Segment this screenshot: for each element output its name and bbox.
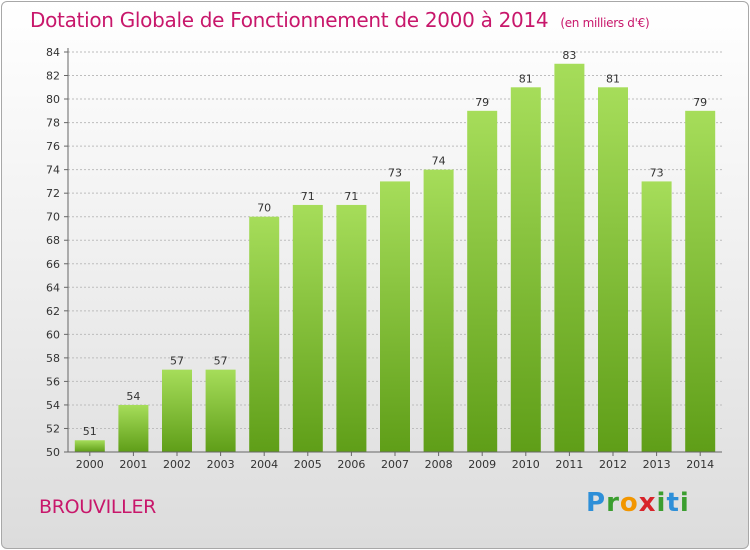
bar <box>118 404 149 452</box>
bar-value-label: 54 <box>126 390 140 403</box>
y-tick-label: 50 <box>46 446 60 459</box>
bar <box>554 63 585 452</box>
x-tick-label: 2005 <box>294 458 322 471</box>
bar <box>336 204 367 452</box>
bar <box>162 369 192 452</box>
x-tick-label: 2012 <box>599 458 627 471</box>
x-tick-label: 2008 <box>425 458 453 471</box>
bar-value-label: 73 <box>388 166 402 179</box>
y-tick-label: 60 <box>46 328 60 341</box>
bar-value-label: 74 <box>432 155 446 168</box>
y-tick-label: 56 <box>46 375 60 388</box>
x-tick-label: 2000 <box>76 458 104 471</box>
bar <box>292 204 323 452</box>
y-tick-label: 62 <box>46 305 60 318</box>
bar <box>380 181 410 453</box>
x-tick-label: 2010 <box>512 458 540 471</box>
bar <box>598 87 628 452</box>
bar <box>74 440 105 452</box>
y-axis: 50 52 54 56 58 60 62 64 66 68 70 72 74 76 78 80 82 84 <box>46 46 69 459</box>
chart-title-text: Dotation Globale de Fonctionnement de 20… <box>30 8 549 32</box>
bar <box>249 216 280 452</box>
chart-title: Dotation Globale de Fonctionnement de 20… <box>30 8 650 32</box>
y-tick-label: 70 <box>46 211 60 224</box>
y-tick-label: 68 <box>46 234 60 247</box>
y-tick-label: 52 <box>46 422 60 435</box>
x-tick-label: 2007 <box>381 458 409 471</box>
x-tick-label: 2002 <box>163 458 191 471</box>
y-tick-label: 84 <box>46 46 60 59</box>
bar-value-label: 79 <box>475 96 489 109</box>
x-tick-label: 2009 <box>468 458 496 471</box>
x-axis: 2000 2001 2002 2003 2004 2005 2006 2007 2008 2009… <box>68 451 722 471</box>
x-tick-label: 2014 <box>686 458 714 471</box>
y-tick-label: 80 <box>46 93 60 106</box>
bars <box>74 63 716 453</box>
y-tick-label: 66 <box>46 258 60 271</box>
x-tick-label: 2001 <box>119 458 147 471</box>
x-tick-label: 2011 <box>555 458 583 471</box>
x-tick-label: 2006 <box>337 458 365 471</box>
x-tick-label: 2003 <box>207 458 235 471</box>
x-tick-label: 2004 <box>250 458 278 471</box>
x-tick-label: 2013 <box>643 458 671 471</box>
bar-value-label: 71 <box>344 190 358 203</box>
bar <box>205 369 236 452</box>
bar <box>467 110 498 452</box>
y-tick-label: 76 <box>46 140 60 153</box>
bar <box>685 110 716 452</box>
y-tick-label: 82 <box>46 70 60 83</box>
bar-value-label: 81 <box>519 72 533 85</box>
bar-value-label: 57 <box>214 355 228 368</box>
bar-value-label: 79 <box>693 96 707 109</box>
y-tick-label: 64 <box>46 281 60 294</box>
bar-value-label: 71 <box>301 190 315 203</box>
chart-subtitle: (en milliers d'€) <box>560 16 650 30</box>
bar-value-label: 70 <box>257 202 271 215</box>
y-tick-label: 74 <box>46 164 60 177</box>
bar <box>641 181 672 453</box>
y-tick-label: 54 <box>46 399 60 412</box>
bar-value-label: 51 <box>83 425 97 438</box>
bar-value-label: 81 <box>606 72 620 85</box>
y-tick-label: 78 <box>46 117 60 130</box>
bar <box>510 87 541 452</box>
bar-value-label: 83 <box>562 49 576 62</box>
bar-value-label: 73 <box>650 166 664 179</box>
bar <box>423 169 454 452</box>
proxiti-logo: Proxiti <box>586 488 690 518</box>
commune-name: BROUVILLER <box>39 496 157 518</box>
y-tick-label: 72 <box>46 187 60 200</box>
value-labels: 51 54 57 57 70 71 71 73 74 79 81 83 81 73 79 <box>83 49 707 438</box>
bar-value-label: 57 <box>170 355 184 368</box>
y-tick-label: 58 <box>46 352 60 365</box>
